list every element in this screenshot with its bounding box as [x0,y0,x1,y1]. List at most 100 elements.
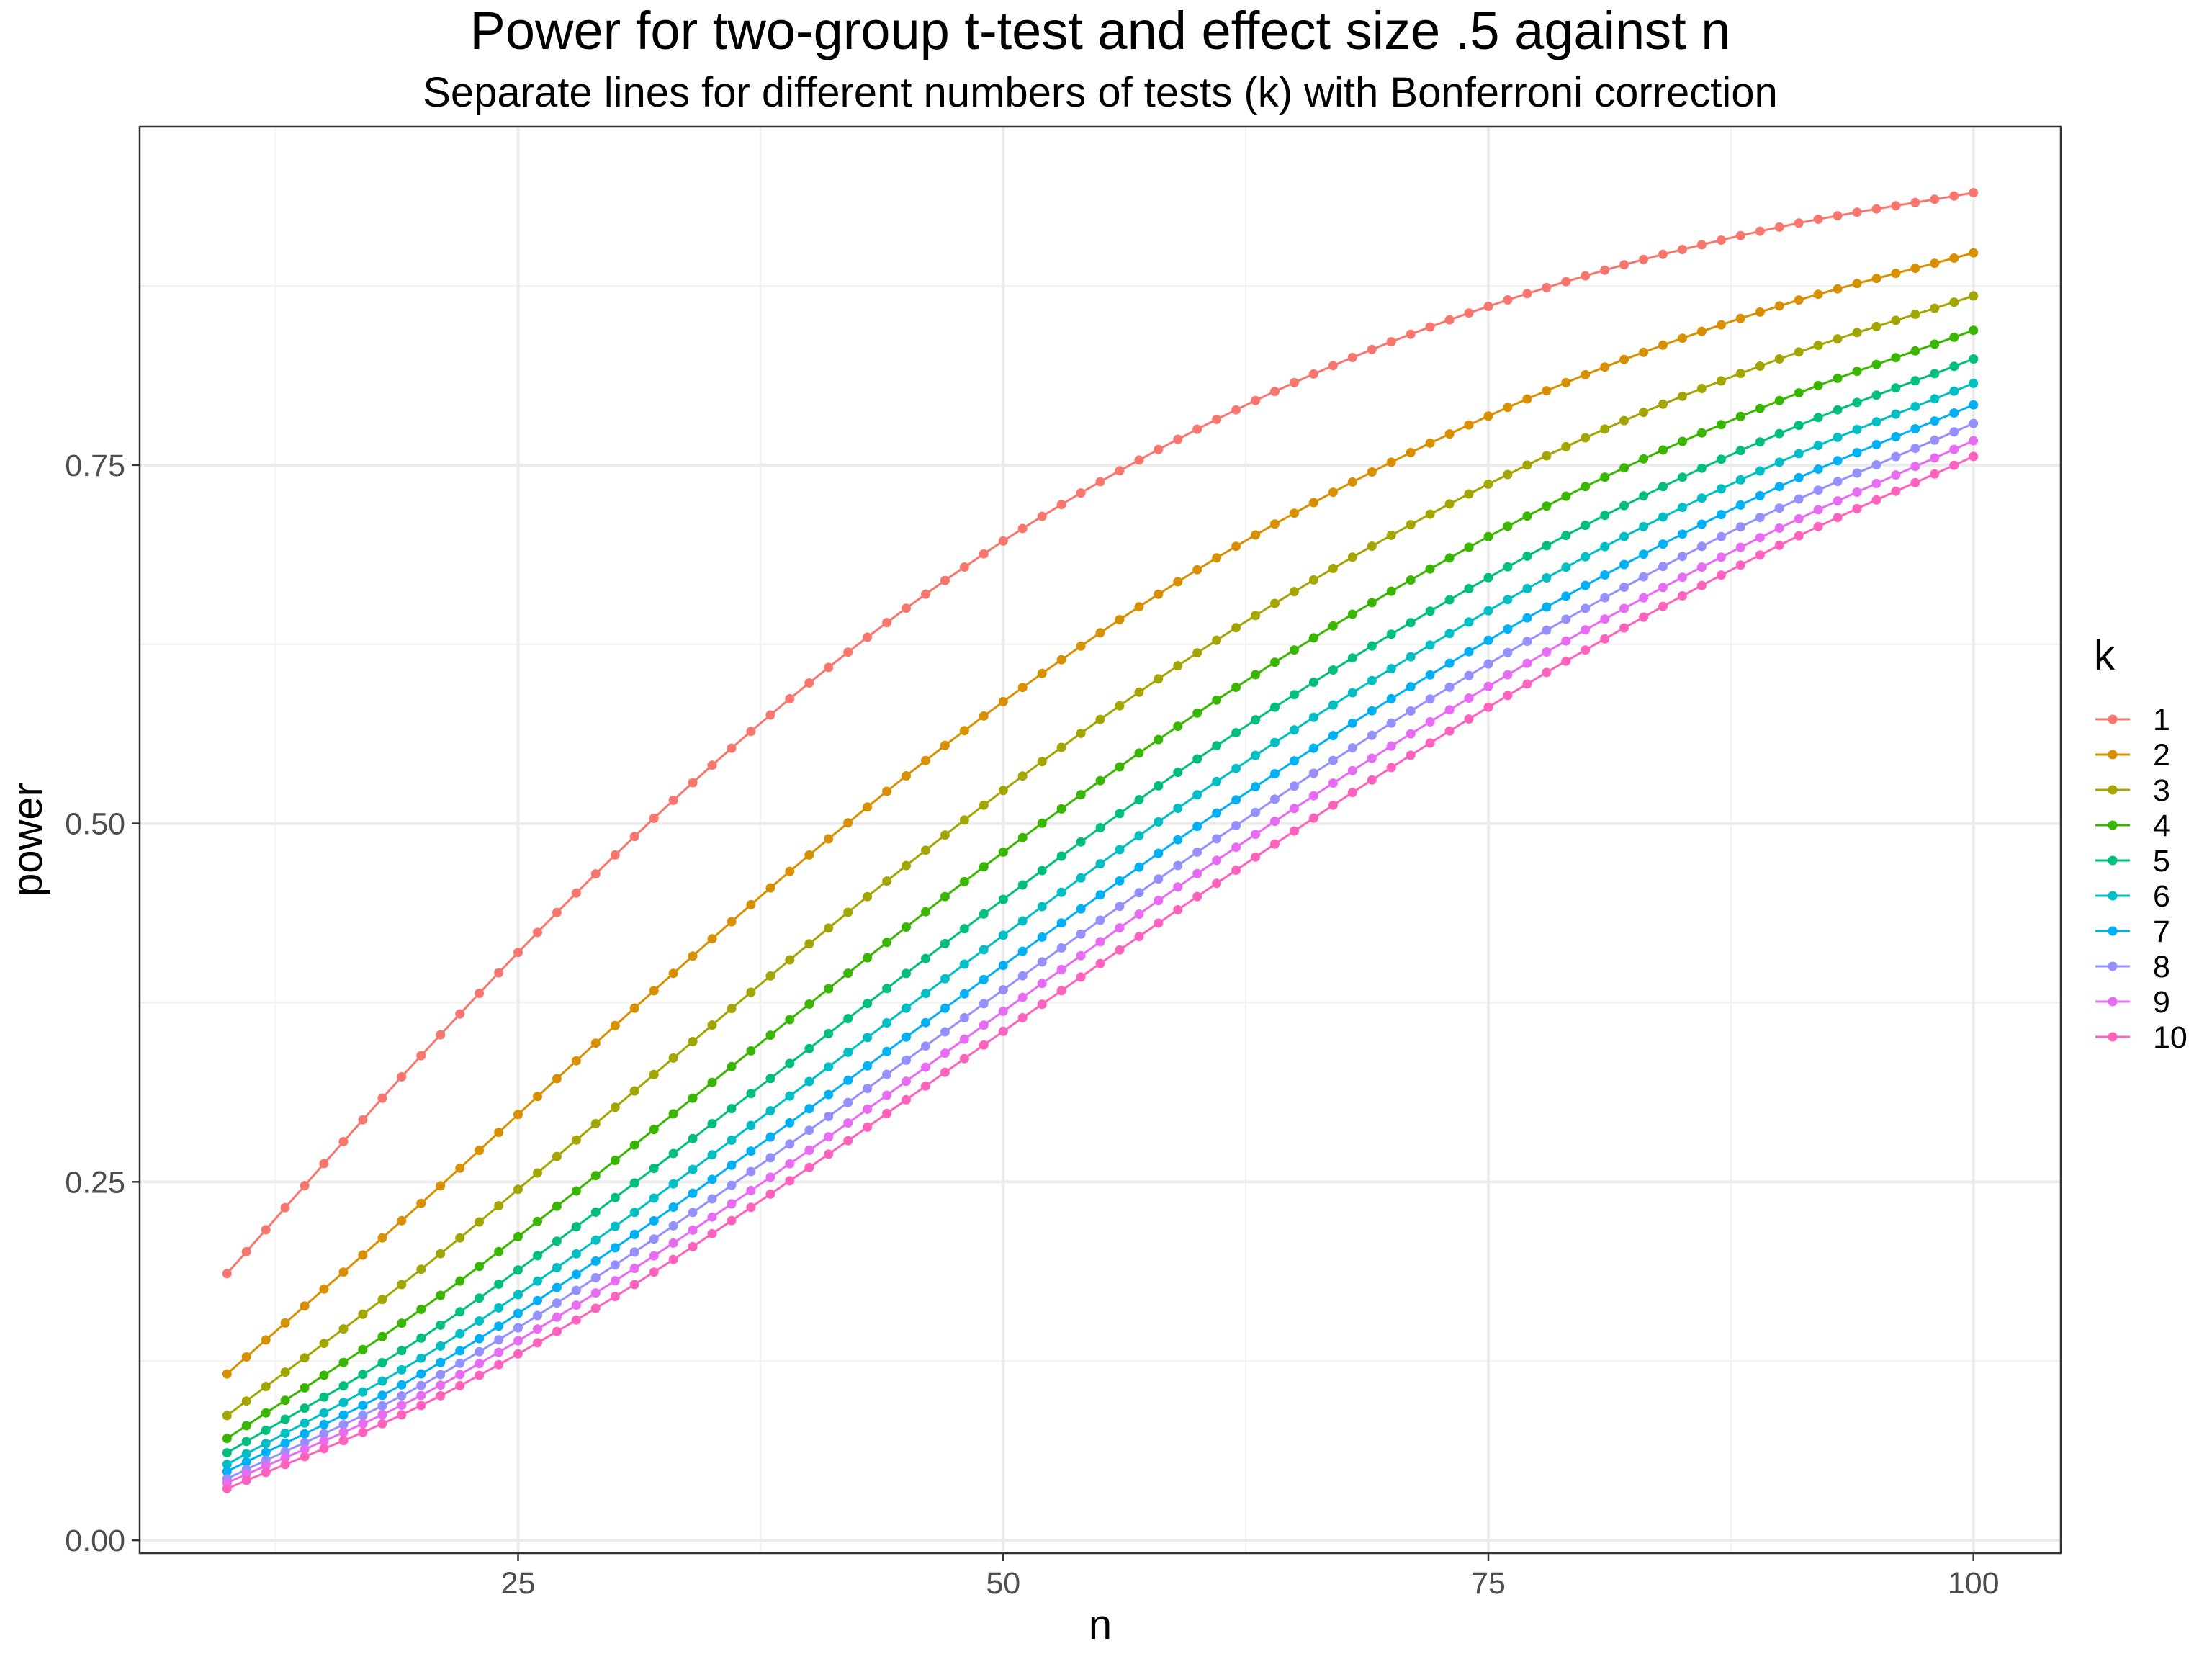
data-point [377,1233,387,1243]
data-point [1017,971,1028,981]
data-point [1251,807,1261,817]
data-point [688,1133,698,1143]
data-point [1716,531,1726,541]
data-point [1347,688,1357,698]
data-point [416,1305,426,1314]
data-point [533,1276,542,1286]
data-point [707,1174,717,1184]
data-point [921,589,930,599]
data-point [1542,282,1552,292]
data-point [1658,399,1668,409]
data-point [1503,521,1513,531]
data-point [571,888,581,898]
data-point [649,1251,659,1261]
data-point [1891,409,1901,419]
data-point [436,1290,446,1300]
data-point [494,1321,504,1331]
data-point [377,1376,387,1386]
series-k-2 [222,248,1979,1379]
data-point [1581,369,1591,379]
data-point [1794,514,1804,523]
data-point [649,813,659,823]
data-point [358,1411,368,1421]
data-point [1755,226,1765,236]
data-point [1774,395,1784,405]
data-point [1522,584,1532,593]
data-point [1464,647,1474,657]
data-point [1949,427,1959,437]
data-point [746,1120,756,1130]
data-point [940,938,950,948]
data-point [1212,553,1222,563]
data-point [300,1418,310,1428]
data-point [1251,530,1261,540]
data-point [571,1222,581,1232]
data-point [902,968,911,979]
data-point [1833,513,1843,523]
data-point [1969,354,1979,364]
data-point [1794,531,1804,541]
data-point [1270,817,1280,827]
data-point [1561,491,1571,501]
data-point [280,1429,290,1438]
y-axis-title: power [4,783,51,896]
data-point [241,1421,251,1431]
data-point [319,1436,329,1446]
data-point [1386,718,1396,728]
data-point [1251,395,1261,405]
data-point [1813,441,1823,451]
data-point [1581,521,1591,530]
data-point [1444,553,1455,563]
data-point [1115,701,1125,711]
data-point [280,1395,290,1406]
y-tick-label: 0.50 [65,807,125,842]
data-point [1891,315,1901,325]
data-point [416,1333,426,1343]
data-point [222,1448,232,1458]
data-point [1406,729,1416,739]
data-point [1328,800,1338,810]
series-k-10 [222,451,1979,1493]
data-point [475,1359,485,1369]
data-point [261,1382,271,1392]
data-point [300,1353,310,1363]
data-point [1910,462,1920,472]
data-point [1522,658,1532,668]
data-point [436,1370,446,1380]
data-point [921,1041,930,1051]
data-point [1930,339,1940,349]
data-point [1619,603,1629,613]
data-point [1270,387,1280,397]
data-point [1347,765,1357,775]
data-point [1522,551,1532,561]
data-point [1406,652,1416,662]
data-point [1076,904,1086,914]
data-point [1483,572,1493,583]
data-point [280,1460,290,1470]
legend-title: k [2094,632,2116,679]
data-point [1696,463,1707,473]
data-point [475,1146,485,1156]
data-point [1076,488,1086,498]
data-point [1425,509,1435,519]
data-point [1755,550,1765,560]
data-point [416,1051,426,1061]
data-point [1813,521,1823,531]
data-point [1833,432,1843,442]
data-point [261,1439,271,1449]
data-point [785,694,795,703]
data-point [416,1380,426,1390]
data-point [824,1028,834,1038]
data-point [1716,454,1726,464]
data-point [804,678,814,688]
data-point [1949,408,1959,418]
data-point [1696,428,1707,438]
data-point [707,760,717,770]
data-point [1852,503,1862,513]
data-point [668,1148,678,1159]
data-point [1347,609,1357,619]
data-point [843,1047,853,1057]
data-point [668,968,678,979]
legend-item-k-8: 8 [2095,950,2170,984]
data-point [1735,475,1745,485]
